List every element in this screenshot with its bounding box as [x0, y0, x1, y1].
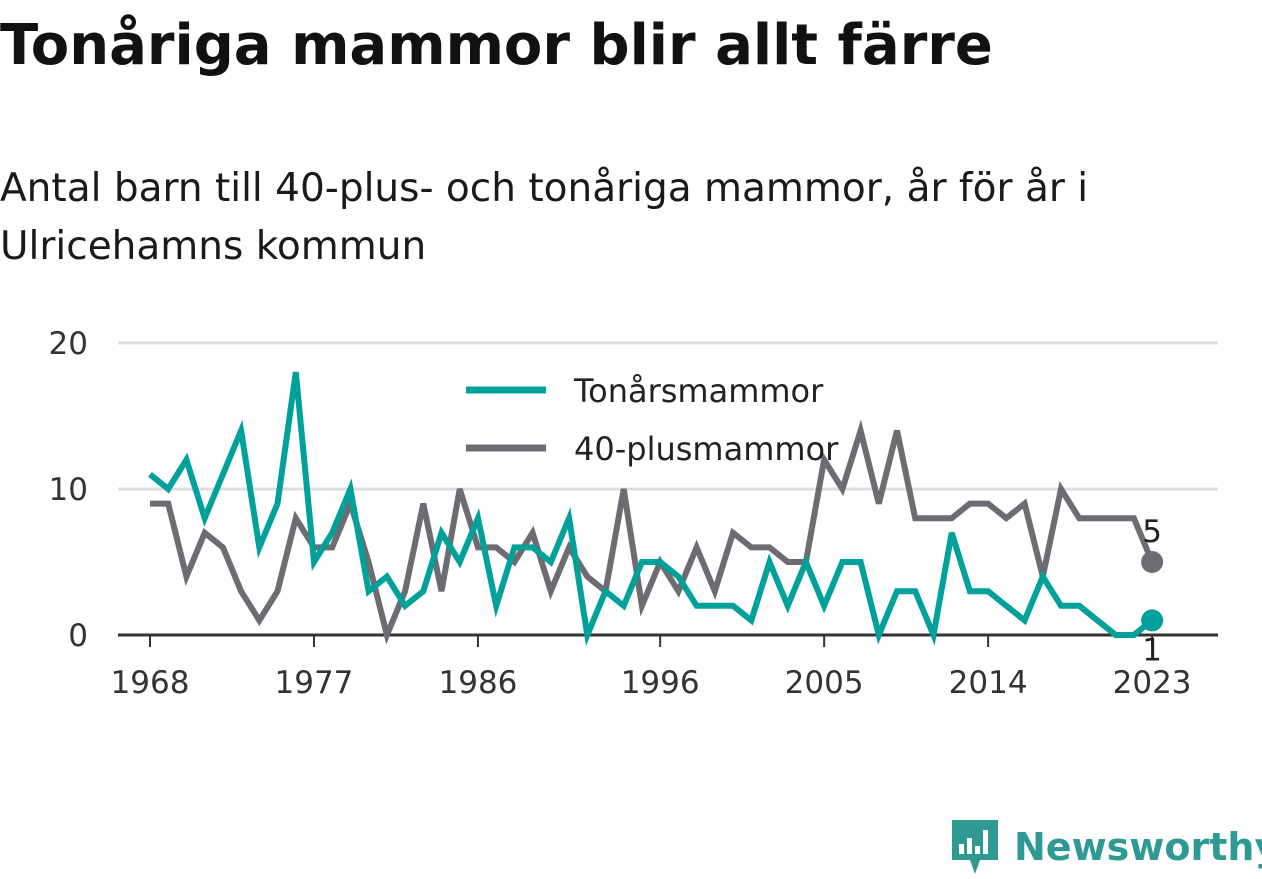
x-tick-label: 1996: [621, 665, 700, 701]
y-tick-label: 10: [49, 472, 88, 508]
series-line-tonarsmammor: [148, 371, 1154, 647]
x-tick-label: 1977: [275, 665, 354, 701]
x-tick-label: 1986: [439, 665, 518, 701]
chart-subtitle: Antal barn till 40-plus- och tonåriga ma…: [0, 166, 1089, 269]
series-end-point: [1141, 609, 1164, 632]
series-layer: [148, 371, 1164, 647]
series-end-point: [1141, 551, 1164, 573]
chart-title: Tonåriga mammor blir allt färre: [0, 13, 993, 78]
axis-layer: 0 10 20 1968 1977 1986 1996 2005 2014 2023: [49, 326, 1218, 701]
legend-label: Tonårsmammor: [573, 372, 824, 410]
x-tick-label: 1968: [111, 665, 190, 701]
y-tick-label: 0: [68, 618, 88, 654]
legend-label: 40-plusmammor: [574, 430, 839, 468]
x-tick-label: 2014: [949, 665, 1028, 701]
x-tick-label: 2023: [1113, 665, 1192, 701]
line-chart: 0 10 20 1968 1977 1986 1996 2005 2014 2023 Tonårs…: [49, 326, 1218, 701]
newsworthy-logo-icon: [952, 820, 998, 874]
label-layer: 51: [1142, 514, 1162, 668]
end-label-40-plusmammor: 5: [1142, 514, 1162, 550]
y-tick-label: 20: [49, 326, 88, 362]
legend: Tonårsmammor 40-plusmammor: [466, 372, 839, 468]
brand-name: Newsworthy: [1014, 825, 1262, 869]
end-label-tonarsmammor: 1: [1142, 632, 1162, 668]
brand-logo: Newsworthy: [950, 818, 1262, 876]
series-line-40-plusmammor: [150, 419, 1155, 645]
x-tick-label: 2005: [785, 665, 864, 701]
grid-layer: [118, 341, 1218, 491]
